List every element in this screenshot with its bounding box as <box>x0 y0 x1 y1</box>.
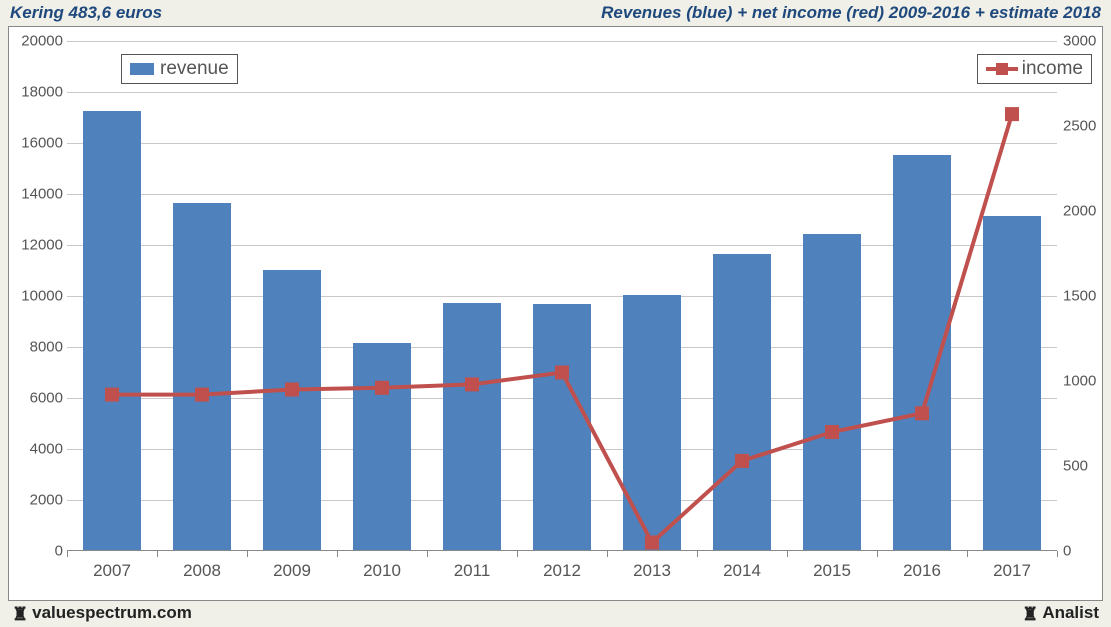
legend-income: income <box>977 54 1092 84</box>
x-tick <box>967 551 968 557</box>
x-tick-label: 2012 <box>543 561 581 581</box>
y-left-tick-label: 4000 <box>15 441 63 458</box>
gridline <box>67 92 1057 93</box>
gridline <box>67 41 1057 42</box>
x-tick <box>427 551 428 557</box>
x-tick <box>1057 551 1058 557</box>
y-left-tick-label: 20000 <box>15 33 63 50</box>
footer-right: ♜Analist <box>1022 603 1099 625</box>
rook-icon: ♜ <box>1022 604 1038 625</box>
x-tick-label: 2014 <box>723 561 761 581</box>
x-tick-label: 2007 <box>93 561 131 581</box>
legend-revenue-label: revenue <box>160 58 229 80</box>
revenue-bar <box>443 303 501 550</box>
revenue-bar <box>893 155 951 550</box>
y-left-tick-label: 8000 <box>15 339 63 356</box>
chart-container: Kering 483,6 euros Revenues (blue) + net… <box>0 0 1111 627</box>
chart-footer: ♜valuespectrum.com ♜Analist <box>0 601 1111 627</box>
x-tick-label: 2013 <box>633 561 671 581</box>
chart-header: Kering 483,6 euros Revenues (blue) + net… <box>0 0 1111 26</box>
revenue-bar <box>713 254 771 550</box>
y-left-tick-label: 0 <box>15 543 63 560</box>
y-left-tick-label: 16000 <box>15 135 63 152</box>
y-left-tick-label: 6000 <box>15 390 63 407</box>
chart-box: revenue income 0200040006000800010000120… <box>8 26 1103 601</box>
x-tick-label: 2008 <box>183 561 221 581</box>
y-right-tick-label: 0 <box>1063 543 1105 560</box>
title-left: Kering 483,6 euros <box>10 3 162 23</box>
income-marker <box>1005 107 1019 121</box>
y-right-tick-label: 3000 <box>1063 33 1105 50</box>
x-tick <box>67 551 68 557</box>
y-left-tick-label: 14000 <box>15 186 63 203</box>
plot-area <box>67 41 1057 551</box>
x-tick <box>607 551 608 557</box>
footer-left: ♜valuespectrum.com <box>12 603 192 625</box>
revenue-bar <box>263 270 321 551</box>
y-right-tick-label: 2500 <box>1063 118 1105 135</box>
y-left-tick-label: 12000 <box>15 237 63 254</box>
x-tick <box>787 551 788 557</box>
legend-income-label: income <box>1022 58 1083 80</box>
x-tick <box>337 551 338 557</box>
x-tick <box>247 551 248 557</box>
legend-income-swatch <box>986 62 1018 76</box>
x-tick <box>877 551 878 557</box>
x-tick-label: 2011 <box>454 561 491 581</box>
x-tick-label: 2017 <box>993 561 1031 581</box>
revenue-bar <box>353 343 411 550</box>
revenue-bar <box>533 304 591 550</box>
y-left-tick-label: 10000 <box>15 288 63 305</box>
y-right-tick-label: 1500 <box>1063 288 1105 305</box>
y-left-tick-label: 2000 <box>15 492 63 509</box>
legend-revenue-swatch <box>130 63 154 75</box>
x-tick <box>697 551 698 557</box>
revenue-bar <box>83 111 141 550</box>
revenue-bar <box>803 234 861 550</box>
title-right: Revenues (blue) + net income (red) 2009-… <box>601 3 1101 23</box>
revenue-bar <box>983 216 1041 550</box>
x-tick-label: 2016 <box>903 561 941 581</box>
y-left-tick-label: 18000 <box>15 84 63 101</box>
x-tick <box>517 551 518 557</box>
x-tick-label: 2009 <box>273 561 311 581</box>
y-right-tick-label: 2000 <box>1063 203 1105 220</box>
x-tick <box>157 551 158 557</box>
y-right-tick-label: 500 <box>1063 458 1105 475</box>
rook-icon: ♜ <box>12 604 28 625</box>
x-tick-label: 2010 <box>363 561 401 581</box>
x-tick-label: 2015 <box>813 561 851 581</box>
gridline <box>67 143 1057 144</box>
revenue-bar <box>173 203 231 550</box>
legend-revenue: revenue <box>121 54 238 84</box>
revenue-bar <box>623 295 681 550</box>
y-right-tick-label: 1000 <box>1063 373 1105 390</box>
